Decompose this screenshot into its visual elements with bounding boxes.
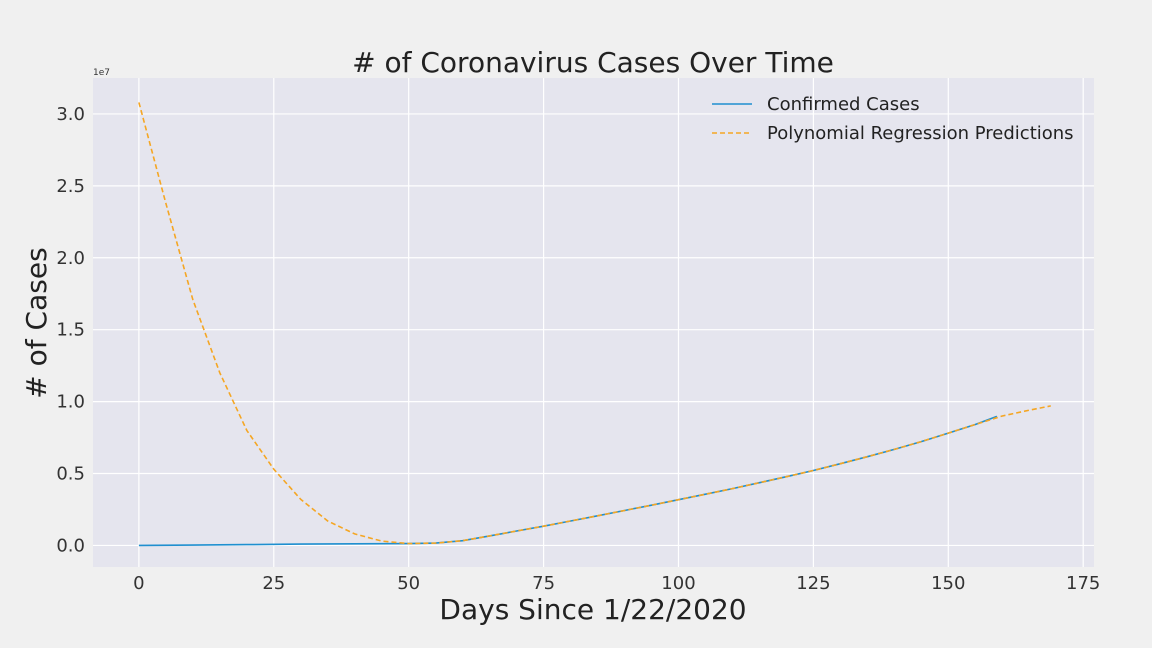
y-tick-label: 2.5 <box>56 176 85 197</box>
x-tick-label: 25 <box>262 573 285 594</box>
legend-label: Confirmed Cases <box>767 94 920 115</box>
x-tick-label: 75 <box>532 573 555 594</box>
y-axis-title: # of Cases <box>20 247 53 398</box>
y-gridlines <box>93 113 1094 547</box>
y-tick-label: 0.0 <box>56 535 85 556</box>
x-tick-labels: 0 25 50 75 100 125 150 175 <box>133 573 1100 594</box>
x-tick-label: 150 <box>931 573 965 594</box>
y-offset-label: 1e7 <box>93 68 110 78</box>
y-tick-labels: 0.0 0.5 1.0 1.5 2.0 2.5 3.0 <box>56 104 85 556</box>
legend: Confirmed Cases Polynomial Regression Pre… <box>712 94 1074 144</box>
series-layer <box>138 102 1051 547</box>
x-tick-label: 125 <box>796 573 830 594</box>
chart-title: # of Coronavirus Cases Over Time <box>352 46 834 79</box>
x-tick-label: 175 <box>1066 573 1100 594</box>
x-tick-label: 0 <box>133 573 144 594</box>
y-tick-label: 3.0 <box>56 104 85 125</box>
y-tick-label: 1.0 <box>56 392 85 413</box>
y-tick-label: 2.0 <box>56 248 85 269</box>
x-tick-label: 50 <box>397 573 420 594</box>
x-tick-label: 100 <box>661 573 695 594</box>
series-line-polynomial-predictions <box>138 102 1051 545</box>
legend-label: Polynomial Regression Predictions <box>767 123 1074 144</box>
plot-background <box>93 78 1094 567</box>
y-tick-label: 1.5 <box>56 320 85 341</box>
x-gridlines <box>138 78 1084 567</box>
y-tick-label: 0.5 <box>56 464 85 485</box>
x-axis-title: Days Since 1/22/2020 <box>439 593 746 626</box>
